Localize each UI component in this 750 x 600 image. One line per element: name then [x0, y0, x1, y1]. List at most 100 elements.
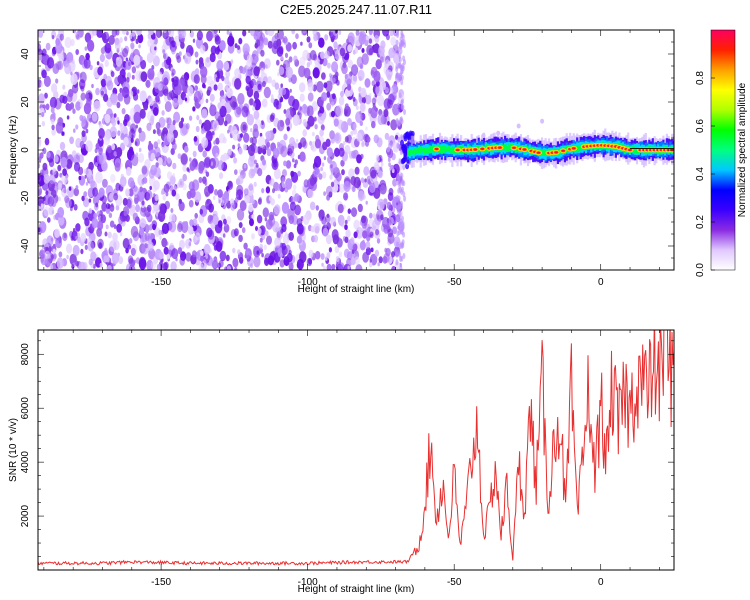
noise-speck: [223, 152, 228, 161]
noise-speck: [365, 200, 368, 205]
noise-speck: [137, 33, 144, 44]
noise-speck: [281, 176, 285, 183]
noise-speck: [157, 129, 162, 137]
noise-speck: [127, 177, 135, 188]
noise-speck: [175, 193, 180, 201]
spectrogram-panel: -150 -100 -50 0 -40 -20 0 20 40 Height of strai…: [8, 29, 675, 295]
noise-speck: [321, 262, 324, 267]
noise-speck: [230, 59, 234, 64]
noise-speck: [398, 92, 402, 99]
noise-speck: [295, 33, 299, 40]
noise-speck: [395, 39, 399, 46]
noise-speck: [150, 164, 158, 176]
noise-speck: [127, 255, 134, 264]
noise-speck: [232, 257, 239, 268]
noise-speck: [352, 49, 356, 55]
noise-speck: [155, 95, 160, 103]
noise-speck: [109, 204, 115, 212]
noise-speck: [237, 249, 241, 255]
signal-hot-spot: [572, 147, 576, 150]
noise-speck: [139, 56, 143, 62]
noise-speck: [350, 130, 354, 136]
noise-speck: [395, 86, 399, 93]
noise-speck: [206, 89, 211, 96]
noise-speck: [64, 195, 70, 204]
noise-speck: [135, 257, 140, 264]
noise-speck: [171, 46, 176, 55]
noise-speck: [134, 194, 140, 204]
noise-speck: [232, 247, 236, 254]
noise-speck: [253, 30, 260, 41]
colorbar-tick-label: 0.0: [695, 263, 706, 277]
noise-speck: [100, 90, 104, 96]
noise-speck: [79, 114, 84, 122]
noise-speck: [323, 191, 326, 196]
noise-speck: [115, 182, 121, 191]
noise-speck: [131, 74, 135, 80]
noise-speck: [315, 134, 320, 142]
noise-speck: [271, 94, 274, 99]
noise-speck: [272, 148, 280, 159]
noise-speck: [115, 56, 123, 67]
noise-speck: [63, 188, 67, 194]
noise-speck: [390, 165, 394, 171]
noise-speck: [46, 57, 55, 69]
noise-speck: [113, 224, 117, 230]
noise-speck: [396, 173, 400, 179]
snr-x-label: Height of straight line (km): [298, 584, 415, 595]
noise-speck: [153, 141, 159, 149]
noise-speck: [153, 202, 159, 212]
noise-speck: [321, 162, 325, 167]
noise-speck: [91, 83, 94, 89]
noise-speck: [267, 30, 275, 37]
noise-speck: [320, 51, 325, 60]
noise-speck: [113, 113, 117, 118]
noise-speck: [84, 217, 90, 227]
noise-speck: [40, 82, 44, 87]
noise-speck: [71, 83, 79, 94]
noise-speck: [154, 227, 161, 238]
noise-speck: [377, 113, 385, 126]
noise-speck: [306, 105, 314, 117]
noise-speck: [213, 84, 218, 91]
noise-speck: [251, 233, 255, 240]
noise-speck: [352, 128, 358, 135]
noise-speck: [326, 147, 333, 158]
noise-speck: [285, 66, 293, 79]
noise-speck: [294, 159, 298, 165]
noise-speck: [120, 232, 123, 237]
spectrogram-x-ticks: -150 -100 -50 0: [43, 30, 660, 288]
noise-speck: [98, 127, 105, 139]
noise-speck: [382, 256, 388, 264]
noise-speck: [95, 171, 103, 184]
noise-speck: [353, 231, 358, 239]
noise-speck: [364, 78, 371, 88]
noise-speck: [44, 250, 51, 260]
noise-speck: [244, 144, 248, 150]
noise-speck: [395, 251, 399, 258]
noise-speck: [237, 175, 244, 185]
spectrogram-x-tick-label: 0: [598, 277, 604, 288]
noise-speck: [288, 215, 295, 225]
noise-speck: [70, 206, 73, 212]
noise-speck: [141, 242, 149, 255]
noise-speck: [59, 141, 66, 151]
noise-speck: [138, 130, 146, 142]
noise-speck: [253, 123, 258, 132]
noise-speck: [163, 53, 167, 59]
noise-speck: [282, 169, 287, 178]
noise-speck: [196, 223, 200, 229]
noise-speck: [375, 59, 382, 70]
noise-speck: [154, 146, 161, 157]
noise-speck: [184, 97, 188, 102]
noise-speck: [128, 146, 134, 154]
noise-speck: [356, 132, 363, 142]
noise-speck: [58, 53, 64, 63]
noise-speck: [61, 172, 69, 184]
noise-speck: [398, 75, 402, 82]
noise-speck: [189, 160, 196, 171]
noise-speck: [101, 195, 107, 204]
spectrogram-x-tick-label: -50: [447, 277, 462, 288]
noise-speck: [253, 90, 260, 100]
noise-speck: [273, 161, 278, 168]
